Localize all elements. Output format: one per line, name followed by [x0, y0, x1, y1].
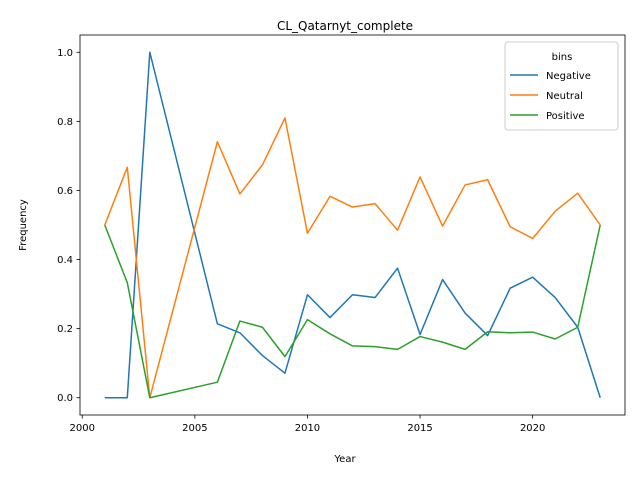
legend-box	[504, 41, 619, 131]
y-tick-label: 0.4	[57, 255, 73, 266]
series-line-negative	[104, 51, 601, 399]
chart-title: CL_Qatarnyt_complete	[277, 19, 413, 33]
y-tick-label: 0.8	[57, 117, 73, 128]
series-line-positive	[104, 224, 601, 399]
y-tick-label: 0.2	[57, 324, 73, 335]
plot-area	[104, 51, 601, 399]
y-tick-label: 0.6	[57, 186, 73, 197]
x-tick-label: 2015	[407, 423, 432, 434]
legend-label-positive: Positive	[546, 111, 585, 122]
x-tick-label: 2020	[520, 423, 545, 434]
y-axis-label: Frequency	[18, 199, 29, 251]
series-line-neutral	[104, 117, 601, 399]
legend-label-neutral: Neutral	[546, 91, 583, 102]
x-axis-label: Year	[333, 454, 356, 465]
x-tick-label: 2010	[295, 423, 320, 434]
plot-frame	[79, 34, 626, 416]
y-axis: 0.0 0.2 0.4 0.6 0.8 1.0	[57, 48, 80, 404]
legend-entries: Negative Neutral Positive	[510, 71, 591, 122]
x-tick-label: 2000	[70, 423, 95, 434]
legend-label-negative: Negative	[546, 71, 591, 82]
y-tick-label: 1.0	[57, 48, 73, 59]
legend: bins Negative Neutral Positive	[504, 41, 619, 131]
legend-title: bins	[552, 52, 573, 63]
x-tick-label: 2005	[182, 423, 207, 434]
y-tick-label: 0.0	[57, 393, 73, 404]
x-axis: 2000 2005 2010 2015 2020	[70, 415, 545, 434]
